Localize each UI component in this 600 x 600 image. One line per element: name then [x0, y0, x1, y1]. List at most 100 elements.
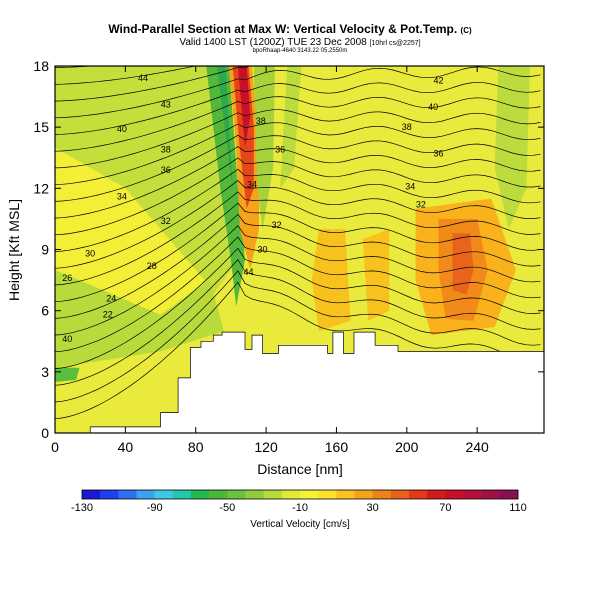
x-tick-label: 160: [325, 439, 349, 455]
colorbar-label: Vertical Velocity [cm/s]: [250, 519, 350, 530]
theta-contour-line: [55, 259, 541, 386]
theta-contour-line: [55, 247, 541, 369]
colorbar-swatch: [445, 490, 464, 499]
colorbar-tick-label: 110: [509, 502, 527, 514]
x-tick-label: 200: [395, 439, 419, 455]
contour-label: 28: [147, 261, 157, 271]
chart-title: Wind-Parallel Section at Max W: Vertical…: [108, 22, 472, 36]
y-tick-label: 0: [41, 425, 49, 441]
colorbar-swatch: [191, 490, 210, 499]
theta-contour-line: [55, 157, 541, 236]
chart-subtitle: Valid 1400 LST (1200Z) TUE 23 Dec 2008 […: [179, 37, 420, 48]
downdraft-core: [216, 66, 238, 250]
y-tick-label: 3: [41, 364, 49, 380]
contour-label: 42: [433, 75, 443, 85]
contour-label: 40: [117, 124, 127, 134]
y-tick-label: 18: [33, 58, 49, 74]
colorbar-swatch: [172, 490, 192, 499]
velocity-shading: [55, 66, 530, 382]
colorbar-swatch: [100, 490, 119, 499]
contour-label: 32: [272, 220, 282, 230]
contour-label: 22: [103, 310, 113, 320]
colorbar-tick-label: -130: [71, 502, 93, 514]
theta-contour-line: [55, 146, 541, 219]
downdraft-band: [206, 66, 245, 307]
theta-contour-line: [55, 236, 541, 353]
colorbar-swatch: [281, 490, 301, 499]
contour-label: 30: [85, 249, 95, 259]
theta-contour-line: [55, 191, 541, 286]
colorbar-frame: [81, 489, 519, 500]
theta-contour-line: [55, 66, 251, 102]
contour-label: 30: [258, 245, 268, 255]
colorbar-tick-label: 30: [367, 502, 379, 514]
theta-contour-line: [55, 134, 541, 202]
colorbar-swatch: [300, 490, 319, 499]
theta-contour-line: [55, 202, 541, 303]
contour-label: 26: [62, 273, 72, 283]
x-axis-label: Distance [nm]: [257, 461, 343, 477]
x-tick-label: 120: [254, 439, 278, 455]
contour-label: 36: [433, 149, 443, 159]
colorbar-swatch: [82, 490, 101, 499]
theta-contour-line: [55, 66, 541, 119]
terrain-mask: [55, 331, 544, 433]
colorbar-swatch: [136, 490, 155, 499]
theta-contour-line: [55, 225, 541, 336]
contour-label: 40: [62, 334, 72, 344]
colorbar-swatch: [372, 490, 392, 499]
theta-contour-line: [55, 81, 541, 135]
contour-label: 40: [428, 102, 438, 112]
colorbar-swatch: [209, 490, 228, 499]
colorbar-swatch: [245, 490, 264, 499]
y-tick-label: 15: [33, 119, 49, 135]
y-tick-label: 9: [41, 242, 49, 258]
colorbar-swatch: [481, 490, 501, 499]
lower-left-cyan: [55, 367, 80, 382]
y-axis-label: Height [Kft MSL]: [6, 199, 22, 301]
far-right-green: [494, 66, 530, 230]
contour-label: 44: [243, 267, 253, 277]
contour-label: 32: [161, 216, 171, 226]
colorbar-swatch: [263, 490, 283, 499]
colorbar-tick-label: -50: [219, 502, 235, 514]
theta-contour-labels: 4443403836343230282624224038363432304442…: [62, 73, 443, 344]
colorbar-swatch: [427, 490, 446, 499]
colorbar-swatch: [227, 490, 246, 499]
y-tick-label: 12: [33, 180, 49, 196]
theta-contour-line: [55, 281, 541, 420]
plot-area: 4443403836343230282624224038363432304442…: [55, 66, 544, 433]
colorbar-swatch: [318, 490, 337, 499]
left-yellow-band: [55, 147, 205, 315]
contour-label: 38: [402, 122, 412, 132]
contour-label: 44: [138, 73, 148, 83]
colorbar-swatch: [118, 490, 137, 499]
contour-label: 34: [247, 179, 257, 189]
colorbar-swatch: [336, 490, 355, 499]
chart-note: bpoRhaap-4640 3143.22 05.2550m: [253, 48, 348, 54]
colorbar: -130 -90 -50 -10 30 70 110: [71, 489, 527, 514]
colorbar-tick-label: 70: [439, 502, 451, 514]
colorbar-tick-label: -10: [292, 502, 308, 514]
colorbar-tick-label: -90: [147, 502, 163, 514]
x-tick-label: 40: [118, 439, 134, 455]
theta-contour-line: [55, 66, 197, 85]
theta-contour-line: [55, 109, 541, 169]
contour-label: 34: [405, 181, 415, 191]
colorbar-swatch: [499, 490, 519, 499]
colorbar-swatch: [390, 490, 410, 499]
contour-label: 38: [256, 116, 266, 126]
right-orange-core: [452, 233, 474, 295]
theta-contour-line: [55, 168, 541, 252]
x-tick-label: 80: [188, 439, 204, 455]
theta-contour-line: [55, 180, 541, 269]
theta-contour-line: [55, 122, 541, 186]
y-tick-label: 6: [41, 303, 49, 319]
x-axis: 0 40 80 120 160 200 240: [51, 66, 489, 455]
right-of-updraft-green: [253, 66, 275, 230]
contour-label: 32: [416, 200, 426, 210]
colorbar-swatch: [409, 490, 428, 499]
contour-label: 24: [106, 293, 116, 303]
